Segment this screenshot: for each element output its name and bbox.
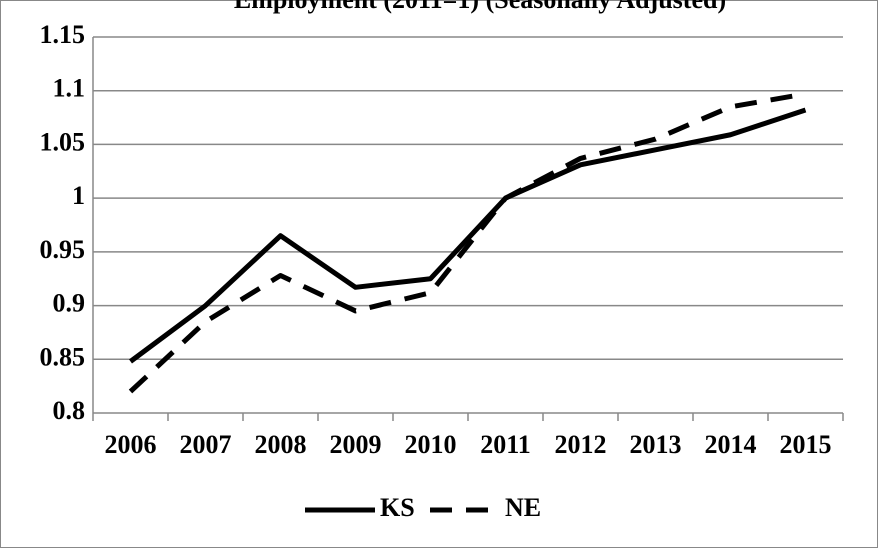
y-tick-label: 1.15 — [40, 20, 86, 49]
x-tick-label: 2008 — [255, 430, 307, 459]
x-tick-label: 2015 — [780, 430, 832, 459]
chart-title: Employment (2011=1) (Seasonally Adjusted… — [234, 0, 726, 14]
y-tick-label: 1 — [72, 181, 85, 210]
x-tick-label: 2014 — [705, 430, 757, 459]
y-tick-label: 0.9 — [53, 289, 86, 318]
y-tick-label: 1.05 — [40, 127, 86, 156]
x-tick-label: 2013 — [630, 430, 682, 459]
y-tick-label: 0.95 — [40, 235, 86, 264]
legend-label: NE — [505, 493, 541, 522]
line-series — [128, 91, 806, 394]
x-tick-label: 2007 — [180, 430, 232, 459]
y-tick-label: 1.1 — [53, 74, 86, 103]
x-tick-label: 2010 — [405, 430, 457, 459]
y-tick-label: 0.85 — [40, 342, 86, 371]
x-tick-label: 2009 — [330, 430, 382, 459]
x-tick-label: 2011 — [480, 430, 531, 459]
y-tick-label: 0.8 — [53, 396, 86, 425]
legend-label: KS — [380, 493, 415, 522]
x-tick-label: 2006 — [105, 430, 157, 459]
line-series — [129, 107, 807, 364]
x-tick-label: 2012 — [555, 430, 607, 459]
